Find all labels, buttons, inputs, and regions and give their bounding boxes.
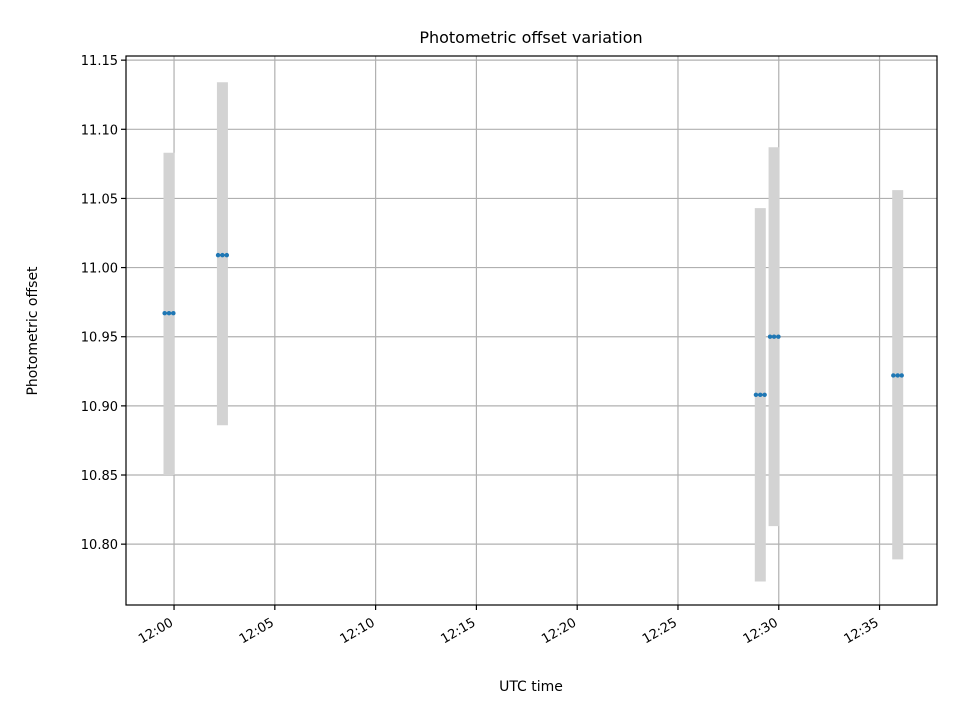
data-point: [224, 252, 229, 258]
data-point: [758, 392, 763, 398]
data-point: [767, 334, 773, 339]
data-point: [162, 311, 167, 316]
data-point: [753, 392, 759, 398]
data-point: [762, 392, 767, 398]
y-axis-label: Photometric offset: [25, 266, 41, 396]
axes-frame: [125, 55, 938, 606]
y-tick-label: 11.10: [81, 123, 118, 138]
data-point: [166, 311, 172, 316]
data-point: [895, 373, 900, 378]
data-point: [215, 252, 221, 258]
y-tick-label: 11.05: [81, 192, 118, 207]
y-tick-label: 11.00: [81, 262, 118, 277]
y-tick-label: 10.95: [81, 331, 118, 346]
chart-title: Photometric offset variation: [419, 28, 642, 47]
grid: [126, 56, 937, 605]
data-point: [220, 252, 225, 258]
data-points: [162, 252, 904, 398]
data-point: [891, 373, 896, 378]
y-tick-label: 10.90: [81, 400, 118, 415]
y-tick-label: 10.80: [81, 538, 118, 553]
y-tick-label: 10.85: [81, 469, 118, 484]
data-point: [171, 311, 176, 316]
data-point: [776, 334, 781, 339]
x-axis-label: UTC time: [499, 679, 563, 695]
data-point: [899, 373, 904, 378]
data-point: [771, 334, 777, 339]
y-tick-label: 11.15: [81, 54, 118, 69]
